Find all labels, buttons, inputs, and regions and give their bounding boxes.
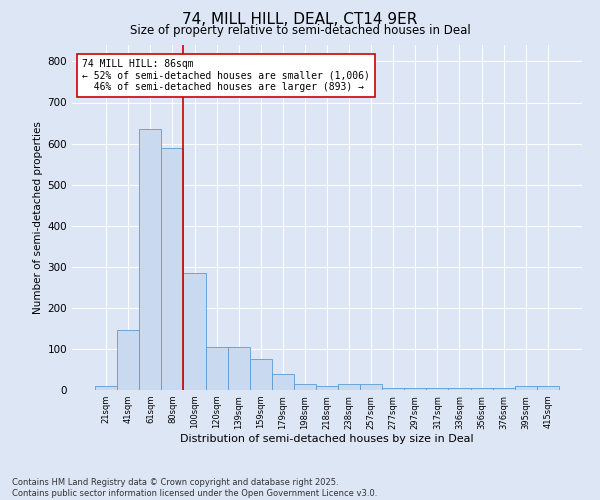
Bar (139, 129, 161, 390)
Bar (338, 384, 360, 390)
Bar (117, 330, 139, 390)
Bar (250, 359, 272, 390)
Text: Size of property relative to semi-detached houses in Deal: Size of property relative to semi-detach… (130, 24, 470, 37)
Y-axis label: Number of semi-detached properties: Number of semi-detached properties (34, 121, 43, 314)
Bar (227, 347, 250, 390)
Bar (184, 273, 206, 390)
Bar (493, 388, 515, 390)
Bar (161, 148, 184, 390)
Bar (404, 388, 427, 390)
Bar (448, 388, 470, 390)
Bar (427, 388, 448, 390)
Text: 74 MILL HILL: 86sqm
← 52% of semi-detached houses are smaller (1,006)
  46% of s: 74 MILL HILL: 86sqm ← 52% of semi-detach… (82, 59, 370, 92)
Bar (470, 388, 493, 390)
Bar (95, 386, 117, 390)
Bar (272, 374, 294, 390)
Bar (537, 386, 559, 390)
Bar (316, 386, 338, 390)
Bar (206, 347, 227, 390)
Bar (515, 386, 537, 390)
Bar (294, 384, 316, 390)
Text: 74, MILL HILL, DEAL, CT14 9ER: 74, MILL HILL, DEAL, CT14 9ER (182, 12, 418, 28)
Text: Contains HM Land Registry data © Crown copyright and database right 2025.
Contai: Contains HM Land Registry data © Crown c… (12, 478, 377, 498)
Bar (382, 388, 404, 390)
X-axis label: Distribution of semi-detached houses by size in Deal: Distribution of semi-detached houses by … (180, 434, 474, 444)
Bar (360, 384, 382, 390)
